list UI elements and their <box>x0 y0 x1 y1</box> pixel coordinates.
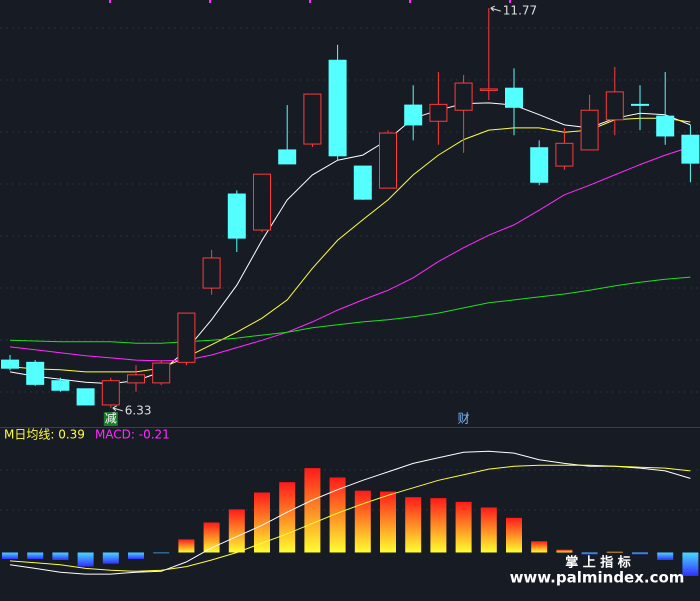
candle-body <box>353 165 372 200</box>
line <box>9 117 691 373</box>
macd-bar <box>455 501 472 553</box>
candle-body <box>631 103 649 106</box>
annotation-arrow <box>112 405 123 412</box>
candle-body <box>51 380 70 391</box>
macd-bar <box>228 509 245 553</box>
line <box>9 276 691 344</box>
grid <box>0 27 700 511</box>
candle-body <box>479 88 498 91</box>
macd-bar <box>405 497 422 553</box>
candle-body <box>605 91 624 121</box>
candle-body <box>1 359 19 369</box>
candle-body <box>681 134 700 164</box>
macd-bar <box>329 477 346 553</box>
line <box>9 102 691 385</box>
candle-body <box>656 115 675 137</box>
annotation-label: 11.77 <box>503 4 537 18</box>
watermark-url: www.palmindex.com <box>510 569 685 587</box>
candle-body <box>127 374 145 384</box>
candle-body <box>530 147 549 183</box>
candle-body <box>202 257 221 289</box>
candle-body <box>580 109 599 151</box>
macd-bar <box>254 492 270 553</box>
macd-bar <box>531 541 548 553</box>
macd-bar <box>27 552 44 560</box>
macd-bar <box>657 552 674 560</box>
candle-body <box>429 103 448 122</box>
marker-label: 减 <box>105 412 117 426</box>
candle-body <box>26 361 45 385</box>
macd-bar <box>2 552 18 560</box>
macd-bar <box>128 552 144 560</box>
top-dots <box>109 0 511 3</box>
macd-bar <box>153 552 170 554</box>
macd-bar <box>506 517 522 553</box>
candle-body <box>227 193 246 239</box>
candle-body <box>76 388 95 406</box>
macd-bar <box>480 507 497 553</box>
macd-bar <box>556 549 573 553</box>
macd-bar <box>581 552 598 555</box>
candle-body <box>328 59 347 157</box>
line <box>9 464 691 572</box>
marker-box <box>103 412 118 426</box>
macd-bar <box>52 552 69 560</box>
macd-bar <box>203 522 220 553</box>
candle-body <box>505 87 523 108</box>
marker-label: 财 <box>458 412 470 426</box>
macd-bar <box>632 552 648 555</box>
macd-bar <box>354 490 371 553</box>
candle-body <box>454 82 473 111</box>
macd-bar <box>430 498 447 553</box>
annotation-label: 6.33 <box>125 403 152 417</box>
macd-bar <box>304 468 321 553</box>
line <box>9 146 691 362</box>
macd-bar <box>279 482 296 553</box>
candle-body <box>278 149 297 165</box>
macd-bar <box>682 552 699 576</box>
macd-bar <box>102 552 119 564</box>
candle-body <box>177 312 196 363</box>
candle-body <box>555 142 574 167</box>
candle-body <box>152 362 171 384</box>
candle-body <box>303 93 322 145</box>
candle-body <box>101 380 120 406</box>
legend-label: MACD: -0.21 <box>95 428 170 442</box>
macd-bar <box>77 552 94 567</box>
candle-body <box>253 173 271 231</box>
macd-bar <box>380 491 396 553</box>
annotation-arrow <box>490 5 501 12</box>
macd-bar <box>606 551 623 553</box>
watermark-name: 掌 上 指 标 <box>565 555 631 571</box>
legend-label: M日均线: 0.39 <box>4 428 85 442</box>
macd-bar <box>178 539 195 553</box>
candle-body <box>404 104 423 126</box>
candle-body <box>379 132 397 189</box>
